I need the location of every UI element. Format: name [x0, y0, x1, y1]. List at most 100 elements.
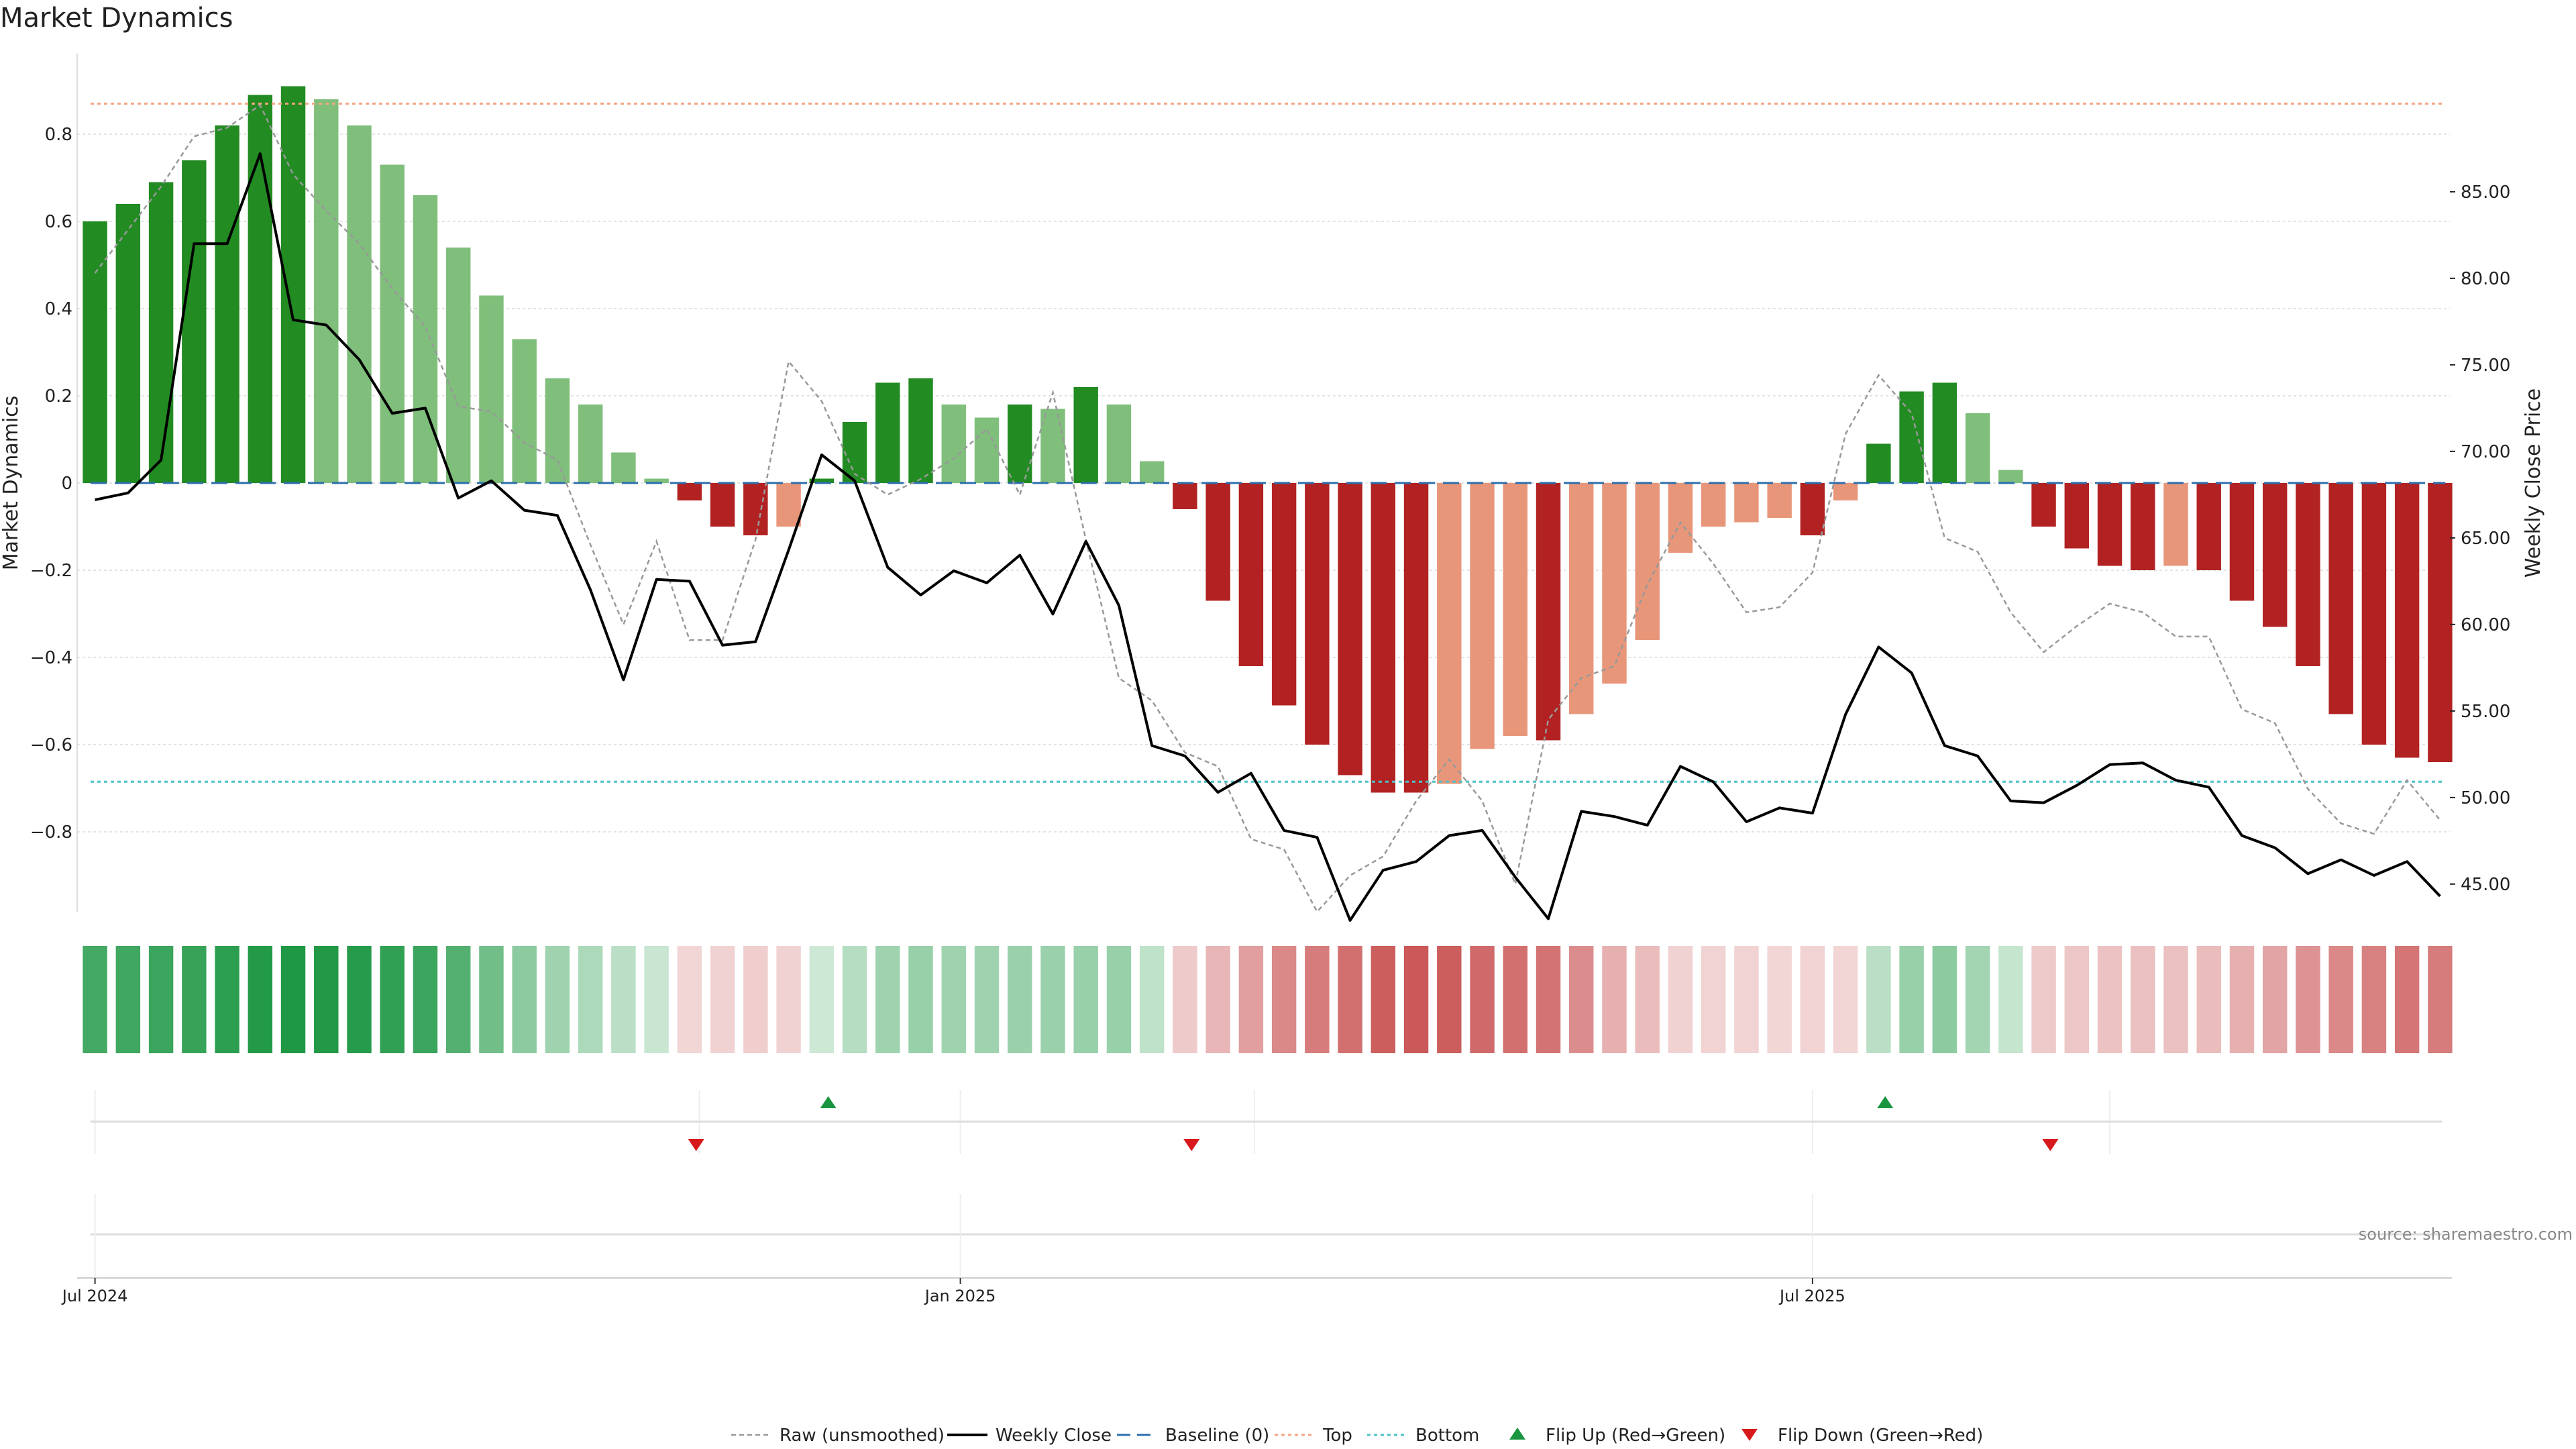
y2-tick-label: 75.00: [2461, 356, 2510, 376]
intensity-cell: [2394, 946, 2420, 1053]
legend-label: Top: [1322, 1426, 1352, 1446]
y-tick-label: 0.2: [45, 386, 72, 407]
md-bar: [875, 382, 900, 483]
intensity-cell: [1536, 946, 1561, 1053]
md-bar: [974, 417, 1000, 483]
md-bar: [1271, 483, 1297, 706]
intensity-cell: [842, 946, 867, 1053]
md-bar: [1767, 483, 1792, 518]
intensity-cell: [875, 946, 900, 1053]
md-bar: [2262, 483, 2288, 627]
intensity-cell: [1403, 946, 1429, 1053]
intensity-cell: [380, 946, 405, 1053]
intensity-cell: [1173, 946, 1197, 1053]
x-tick-label: Jan 2025: [924, 1287, 996, 1305]
md-bar: [776, 483, 801, 527]
intensity-cell: [743, 946, 768, 1053]
md-bar: [1437, 483, 1462, 784]
md-bar: [512, 339, 537, 483]
md-bar: [1238, 483, 1264, 666]
md-bar: [2196, 483, 2221, 570]
intensity-cell: [2296, 946, 2320, 1053]
md-bar: [445, 248, 471, 483]
md-bar: [2064, 483, 2090, 549]
legend-label: Baseline (0): [1165, 1426, 1269, 1446]
md-bar: [1008, 405, 1032, 483]
intensity-cell: [182, 946, 207, 1053]
intensity-cell: [1338, 946, 1362, 1053]
intensity-cell: [908, 946, 933, 1053]
intensity-cell: [83, 946, 107, 1053]
md-bar: [314, 99, 339, 483]
y-tick-label: 0.8: [45, 125, 72, 145]
flip-down-marker: [1183, 1139, 1200, 1151]
md-bar: [1106, 405, 1132, 483]
intensity-cell: [1205, 946, 1230, 1053]
md-bar: [1998, 470, 2023, 483]
intensity-cell: [1470, 946, 1495, 1053]
intensity-cell: [1701, 946, 1726, 1053]
md-bar: [1139, 461, 1165, 483]
intensity-cell: [2097, 946, 2123, 1053]
md-bar: [1338, 483, 1362, 775]
y2-tick-label: 80.00: [2461, 269, 2510, 289]
x-tick-label: Jul 2024: [61, 1287, 128, 1305]
intensity-cell: [644, 946, 669, 1053]
md-bar: [347, 125, 372, 483]
flip-down-marker: [2042, 1139, 2059, 1151]
md-bar: [115, 204, 141, 483]
md-bar: [677, 483, 702, 500]
intensity-cell: [2262, 946, 2288, 1053]
y2-tick-label: 55.00: [2461, 702, 2510, 722]
intensity-cell: [1569, 946, 1594, 1053]
md-bar: [1701, 483, 1726, 527]
md-bar: [148, 182, 174, 483]
intensity-cell: [611, 946, 636, 1053]
y-tick-label: 0: [61, 474, 72, 494]
intensity-cell: [1932, 946, 1957, 1053]
intensity-cell: [1008, 946, 1032, 1053]
intensity-cell: [1305, 946, 1330, 1053]
intensity-cell: [148, 946, 174, 1053]
md-bar: [2163, 483, 2188, 566]
axis-layer: 0.8 0.6 0.4 0.2 0 −0.2 −0.4 −0.6 −0.8 85.00 80.00 7…: [0, 54, 2545, 912]
intensity-cell: [413, 946, 438, 1053]
intensity-cell: [578, 946, 603, 1053]
md-bar: [941, 405, 966, 483]
intensity-cell: [2163, 946, 2188, 1053]
flip-up-marker: [820, 1096, 837, 1108]
lines-layer: [94, 103, 2441, 922]
md-bar: [380, 164, 405, 483]
intensity-cell: [1965, 946, 1990, 1053]
intensity-cell: [2229, 946, 2255, 1053]
md-bar: [2361, 483, 2387, 745]
md-bar: [1470, 483, 1495, 749]
intensity-cell: [545, 946, 570, 1053]
legend: Raw (unsmoothed) Weekly Close Baseline (0)…: [731, 1426, 1983, 1446]
md-bar: [578, 405, 603, 483]
y-tick-label: −0.2: [30, 561, 72, 581]
y2-tick-label: 85.00: [2461, 182, 2510, 203]
intensity-cell: [1503, 946, 1527, 1053]
md-bar: [1866, 443, 1891, 483]
md-bar: [1800, 483, 1825, 535]
legend-flip-down-symbol: [1741, 1429, 1758, 1441]
legend-label: Bottom: [1415, 1426, 1479, 1446]
intensity-cell: [248, 946, 273, 1053]
md-bar: [1173, 483, 1197, 509]
md-bar: [545, 378, 570, 483]
md-bar: [215, 125, 239, 483]
md-bar: [1040, 409, 1065, 483]
intensity-cell: [2428, 946, 2453, 1053]
chart-title: Market Dynamics: [0, 3, 233, 34]
intensity-cell: [1602, 946, 1627, 1053]
intensity-cell: [215, 946, 239, 1053]
x-tick-label: Jul 2025: [1778, 1287, 1845, 1305]
y2-axis-label: Weekly Close Price: [2522, 388, 2545, 578]
legend-label: Flip Up (Red→Green): [1546, 1426, 1725, 1446]
md-bar: [1734, 483, 1759, 523]
md-bar: [2031, 483, 2056, 527]
md-bar: [1205, 483, 1230, 601]
intensity-cell: [445, 946, 471, 1053]
